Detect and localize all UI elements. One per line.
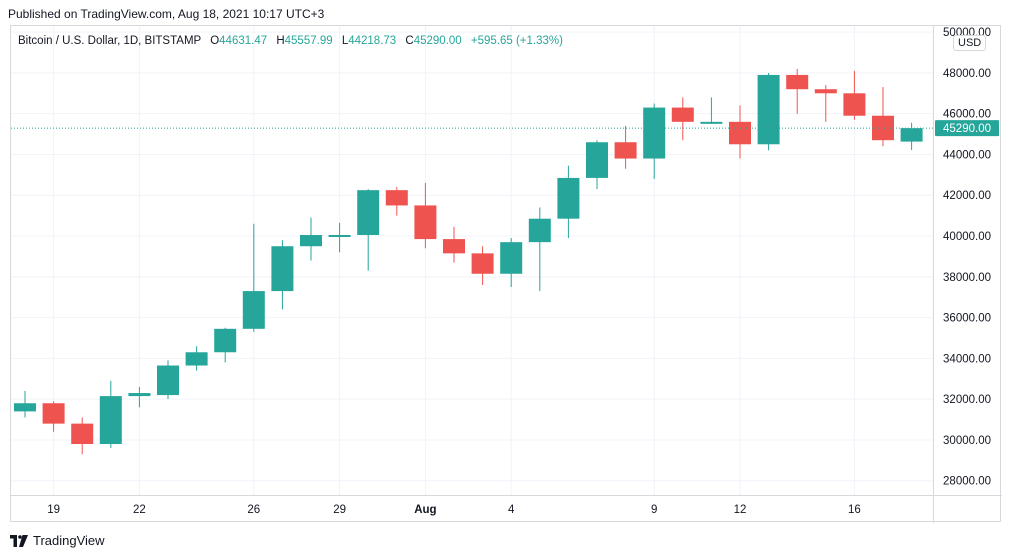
y-tick-label: 42000.00 xyxy=(943,190,991,202)
candle-body-down xyxy=(872,115,894,141)
low-label: L xyxy=(341,35,349,47)
close-value: 45290.00 xyxy=(413,35,462,47)
x-tick-label: Aug xyxy=(414,504,436,516)
candle-body-up xyxy=(500,242,523,274)
x-tick-label: 26 xyxy=(247,504,260,516)
symbol-name: Bitcoin / U.S. Dollar, 1D, BITSTAMP xyxy=(18,35,201,47)
y-tick-label: 40000.00 xyxy=(943,231,991,243)
candle-body-down xyxy=(729,121,751,145)
candle-body-up xyxy=(14,403,36,412)
candle-body-down xyxy=(786,74,809,90)
symbol-legend: Bitcoin / U.S. Dollar, 1D, BITSTAMP O446… xyxy=(18,35,563,47)
candle-body-up xyxy=(357,190,380,236)
open-value: 44631.47 xyxy=(219,35,268,47)
close-label: C xyxy=(405,35,414,47)
x-tick-label: 4 xyxy=(508,504,515,516)
y-tick-label: 28000.00 xyxy=(943,476,991,488)
y-tick-label: 36000.00 xyxy=(943,313,991,325)
x-tick-label: 9 xyxy=(651,504,657,516)
tradingview-brand[interactable]: TradingView xyxy=(10,533,105,548)
candle-body-up xyxy=(528,218,551,243)
x-tick-label: 16 xyxy=(848,504,861,516)
low-value: 44218.73 xyxy=(348,35,397,47)
chart-frame[interactable]: 28000.00 30000.00 32000.00 34000.00 36000.00… xyxy=(10,25,1002,523)
candle-body-up xyxy=(900,128,923,142)
candle-body-down xyxy=(843,93,866,116)
y-tick-label: 48000.00 xyxy=(943,68,991,80)
brand-label: TradingView xyxy=(33,533,105,548)
candle-body-down xyxy=(42,403,65,424)
y-tick-label: 34000.00 xyxy=(943,353,991,365)
published-text: Published on TradingView.com, Aug 18, 20… xyxy=(8,7,325,21)
y-tick-label: 30000.00 xyxy=(943,435,991,447)
candle-body-up xyxy=(586,142,608,178)
tradingview-logo-icon xyxy=(10,534,28,547)
candle-body-down xyxy=(385,190,408,206)
high-label: H xyxy=(276,35,285,47)
open-label: O xyxy=(210,35,220,47)
x-tick-label: 22 xyxy=(133,504,146,516)
candle-body-down xyxy=(71,423,94,445)
y-tick-label: 32000.00 xyxy=(943,394,991,406)
candle-body-up xyxy=(643,107,666,159)
x-tick-label: 19 xyxy=(47,504,60,516)
candle-body-up xyxy=(99,396,122,445)
candle-body-up xyxy=(157,365,179,396)
high-value: 45557.99 xyxy=(284,35,333,47)
candle-body-down xyxy=(443,239,465,254)
candle-body-down xyxy=(471,253,494,274)
candle-body-up xyxy=(214,328,237,353)
candle-body-up xyxy=(185,352,208,366)
candle-body-up xyxy=(757,74,780,145)
candle-body-down xyxy=(414,205,437,240)
candle-body-down xyxy=(671,107,694,122)
candle-body-down xyxy=(814,89,837,94)
candlestick-chart[interactable]: 28000.00 30000.00 32000.00 34000.00 36000.00… xyxy=(11,26,1002,523)
candle-body-up xyxy=(328,235,351,238)
last-price-badge xyxy=(935,120,999,137)
candle-body-up xyxy=(271,246,294,292)
candle-body-up xyxy=(300,235,322,247)
candle-body-up xyxy=(128,393,151,397)
y-tick-label: 46000.00 xyxy=(943,109,991,121)
candle-body-up xyxy=(700,121,723,124)
currency-button[interactable]: USD xyxy=(953,35,987,51)
change-value: +595.65 (+1.33%) xyxy=(470,35,563,47)
x-tick-label: 29 xyxy=(333,504,346,516)
x-tick-label: 12 xyxy=(734,504,747,516)
candle-body-up xyxy=(557,177,580,219)
y-tick-label: 44000.00 xyxy=(943,149,991,161)
last-price-label: 45290.00 xyxy=(943,123,991,135)
y-tick-label: 38000.00 xyxy=(943,272,991,284)
candle-body-down xyxy=(614,142,637,159)
candle-body-up xyxy=(242,291,265,329)
